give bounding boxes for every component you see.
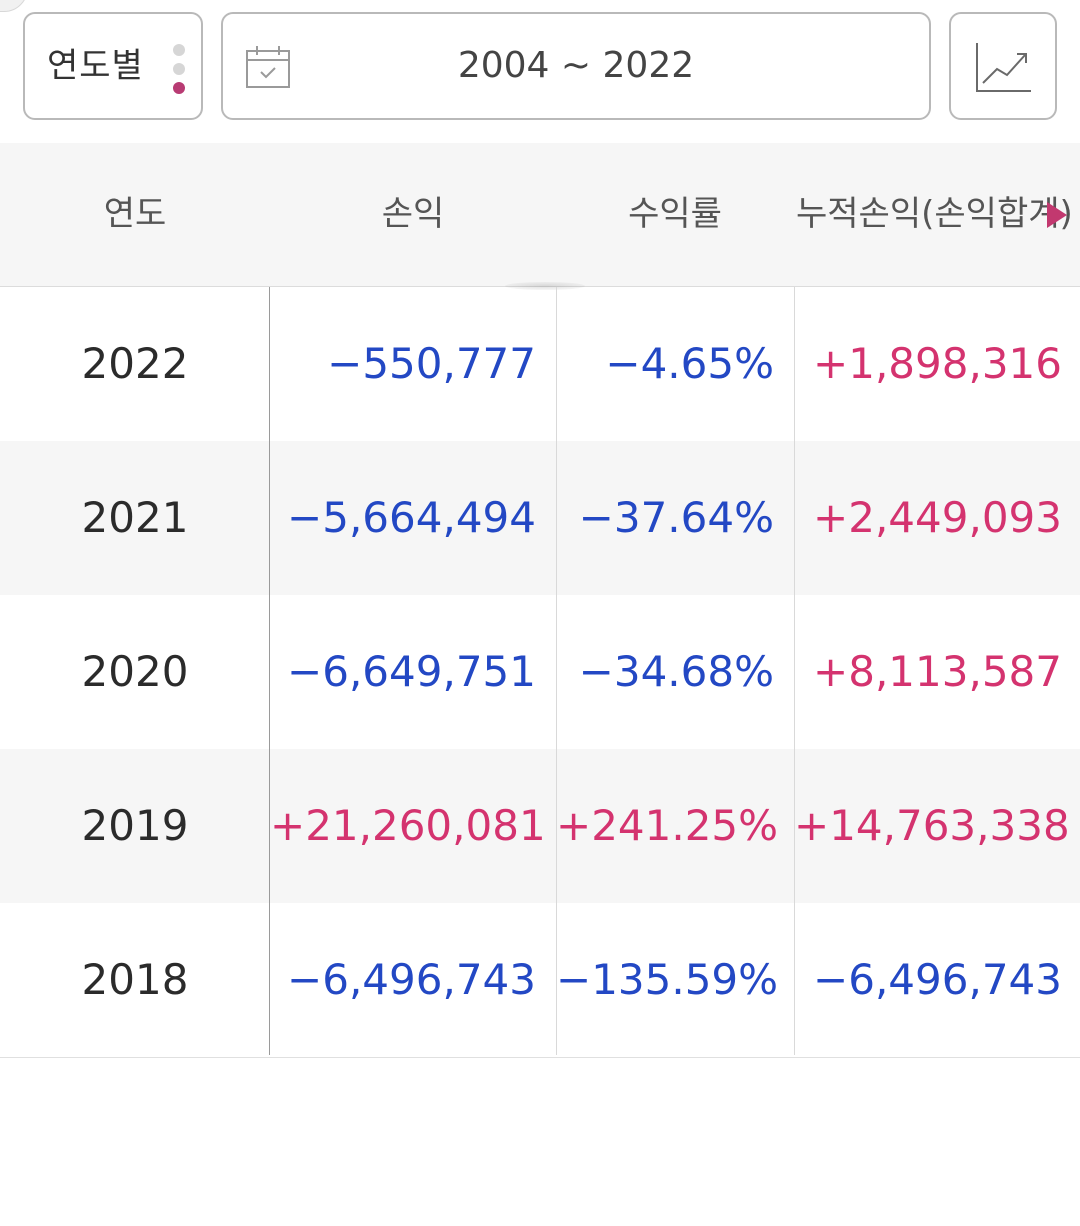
cell-year: 2019 xyxy=(81,801,189,850)
line-chart-icon xyxy=(976,43,1031,92)
calendar-icon xyxy=(246,46,290,88)
table-body: 2022 −550,777 −4.65% +1,898,316 2021 −5,… xyxy=(0,287,1080,1058)
table-row[interactable]: 2022 −550,777 −4.65% +1,898,316 xyxy=(0,287,1080,441)
cell-year: 2018 xyxy=(81,955,189,1004)
cell-cumulative: −6,496,743 xyxy=(813,955,1062,1004)
cell-rate: −4.65% xyxy=(605,339,774,388)
header-cumulative[interactable]: 누적손익(손익합계) xyxy=(796,194,1073,234)
cell-cumulative: +1,898,316 xyxy=(813,339,1062,388)
cell-year: 2020 xyxy=(81,647,189,696)
period-label: 연도별 xyxy=(47,46,144,86)
column-divider xyxy=(269,287,270,1055)
page-corner-decoration xyxy=(0,0,28,12)
header-year[interactable]: 연도 xyxy=(103,194,167,234)
cell-rate: −37.64% xyxy=(578,493,774,542)
cell-profit: −6,649,751 xyxy=(287,647,536,696)
cell-rate: +241.25% xyxy=(556,801,779,850)
scroll-right-arrow-icon[interactable] xyxy=(1047,202,1067,228)
table-header: 연도 손익 수익률 누적손익(손익합계) xyxy=(0,143,1080,287)
table-row[interactable]: 2020 −6,649,751 −34.68% +8,113,587 xyxy=(0,595,1080,749)
filter-toolbar: 연도별 2004 ~ 2022 xyxy=(0,0,1080,143)
table-row[interactable]: 2018 −6,496,743 −135.59% −6,496,743 xyxy=(0,903,1080,1058)
cell-profit: −550,777 xyxy=(327,339,536,388)
cell-profit: +21,260,081 xyxy=(270,801,546,850)
cell-year: 2021 xyxy=(81,493,189,542)
more-dots-icon xyxy=(173,44,185,94)
header-rate[interactable]: 수익률 xyxy=(628,194,722,234)
column-divider xyxy=(556,287,557,1055)
cell-rate: −135.59% xyxy=(556,955,779,1004)
cell-year: 2022 xyxy=(81,339,189,388)
cell-profit: −5,664,494 xyxy=(287,493,536,542)
table-row[interactable]: 2019 +21,260,081 +241.25% +14,763,338 xyxy=(0,749,1080,903)
header-shadow-decoration xyxy=(505,282,585,290)
cell-cumulative: +2,449,093 xyxy=(813,493,1062,542)
date-range-text: 2004 ~ 2022 xyxy=(457,45,695,86)
period-select-button[interactable]: 연도별 xyxy=(23,12,203,120)
chart-view-button[interactable] xyxy=(949,12,1057,120)
cell-rate: −34.68% xyxy=(578,647,774,696)
header-profit[interactable]: 손익 xyxy=(381,194,445,234)
cell-cumulative: +8,113,587 xyxy=(813,647,1062,696)
cell-profit: −6,496,743 xyxy=(287,955,536,1004)
column-divider xyxy=(794,287,795,1055)
table-row[interactable]: 2021 −5,664,494 −37.64% +2,449,093 xyxy=(0,441,1080,595)
date-range-button[interactable]: 2004 ~ 2022 xyxy=(221,12,931,120)
cell-cumulative: +14,763,338 xyxy=(794,801,1070,850)
